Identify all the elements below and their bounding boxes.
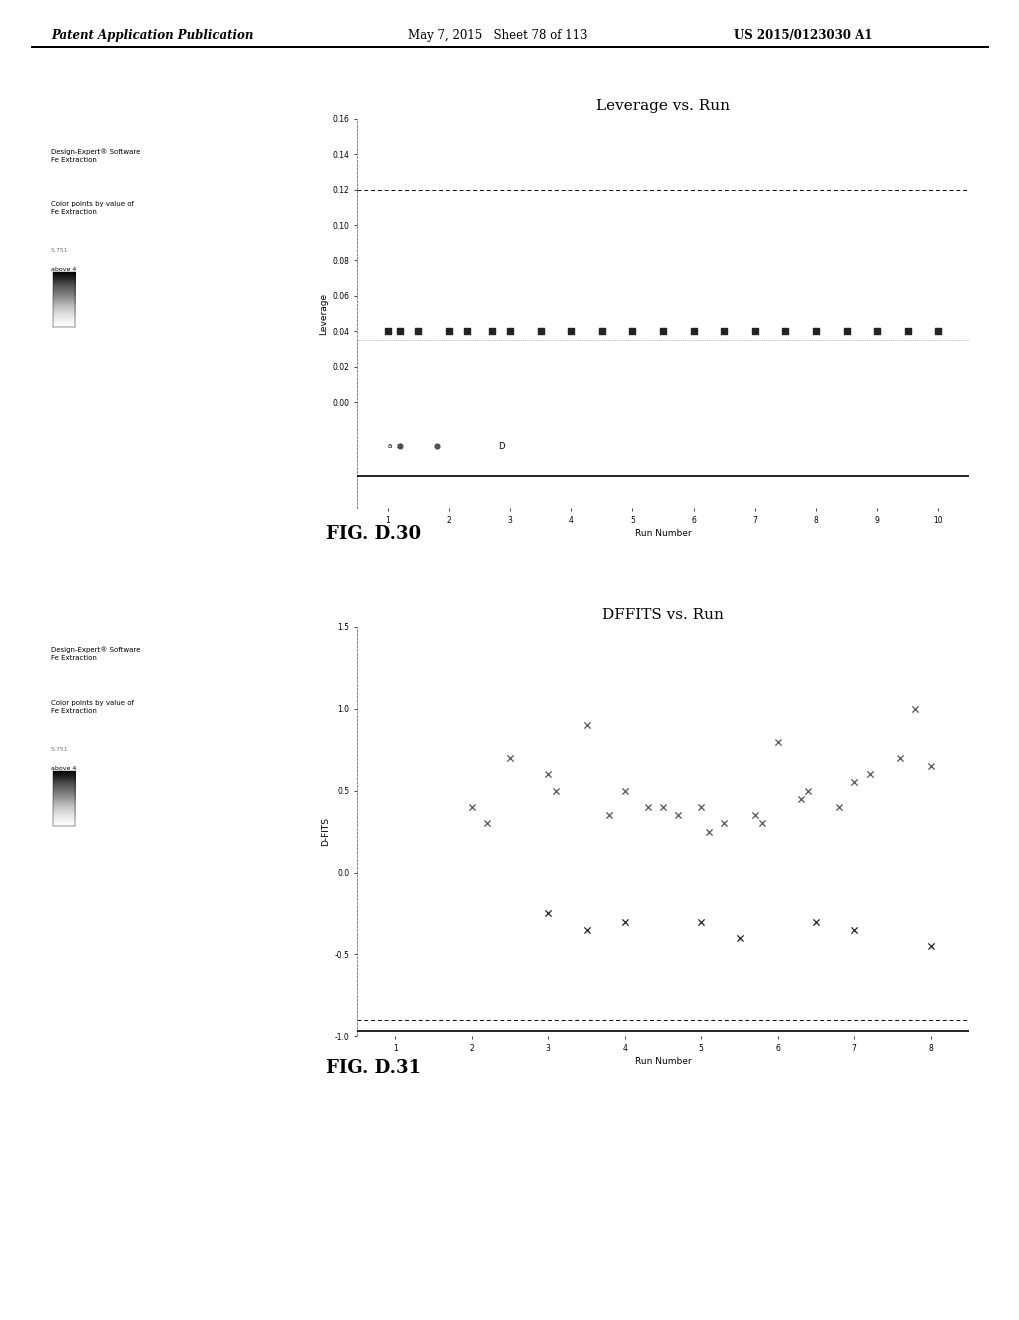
Y-axis label: Leverage: Leverage — [319, 293, 328, 334]
Point — [562, 321, 579, 342]
Point — [769, 731, 786, 752]
Y-axis label: D-FITS: D-FITS — [321, 817, 330, 846]
Point — [907, 698, 923, 719]
Point — [807, 321, 823, 342]
Text: above 4: above 4 — [51, 766, 76, 771]
X-axis label: Run Number: Run Number — [634, 529, 691, 539]
Point — [846, 772, 862, 793]
Point — [479, 813, 495, 834]
Point — [463, 796, 480, 817]
Point — [746, 805, 762, 826]
Point — [685, 321, 701, 342]
Text: May 7, 2015   Sheet 78 of 113: May 7, 2015 Sheet 78 of 113 — [408, 29, 587, 42]
Point — [379, 321, 395, 342]
Point — [440, 321, 457, 342]
Point — [838, 321, 854, 342]
Point — [391, 321, 408, 342]
Point — [428, 436, 444, 457]
Point — [616, 780, 633, 801]
Point — [746, 321, 762, 342]
Point — [929, 321, 946, 342]
Point — [459, 321, 475, 342]
Point — [800, 780, 816, 801]
Text: a  ::: a :: — [387, 444, 400, 449]
Text: 5.751: 5.751 — [51, 747, 68, 752]
Point — [846, 919, 862, 940]
Point — [868, 321, 884, 342]
Point — [829, 796, 846, 817]
Point — [501, 321, 518, 342]
Point — [754, 813, 770, 834]
Point — [540, 903, 556, 924]
Point — [922, 936, 938, 957]
Text: FIG. D.31: FIG. D.31 — [326, 1059, 421, 1077]
Point — [616, 911, 633, 932]
Title: Leverage vs. Run: Leverage vs. Run — [595, 99, 730, 114]
Text: Color points by value of
Fe Extraction: Color points by value of Fe Extraction — [51, 201, 133, 215]
Point — [807, 911, 823, 932]
Point — [654, 321, 671, 342]
Point — [410, 321, 426, 342]
Point — [922, 755, 938, 776]
Point — [731, 928, 747, 949]
Title: DFFITS vs. Run: DFFITS vs. Run — [601, 607, 723, 622]
Point — [700, 821, 716, 842]
Text: Design-Expert® Software
Fe Extraction: Design-Expert® Software Fe Extraction — [51, 148, 141, 162]
Point — [578, 714, 594, 735]
Text: Design-Expert® Software
Fe Extraction: Design-Expert® Software Fe Extraction — [51, 647, 141, 661]
Point — [624, 321, 640, 342]
Text: US 2015/0123030 A1: US 2015/0123030 A1 — [734, 29, 872, 42]
Point — [578, 919, 594, 940]
Point — [669, 805, 686, 826]
Text: Patent Application Publication: Patent Application Publication — [51, 29, 253, 42]
Point — [501, 747, 518, 768]
Point — [776, 321, 793, 342]
Point — [891, 747, 908, 768]
X-axis label: Run Number: Run Number — [634, 1057, 691, 1067]
Point — [540, 764, 556, 785]
Text: 5.751: 5.751 — [51, 248, 68, 253]
Point — [601, 805, 618, 826]
Point — [693, 911, 709, 932]
Text: above 4: above 4 — [51, 267, 76, 272]
Point — [715, 813, 732, 834]
Point — [654, 796, 671, 817]
Point — [391, 436, 408, 457]
Point — [715, 321, 732, 342]
Text: D: D — [497, 442, 503, 450]
Point — [899, 321, 915, 342]
Point — [861, 764, 877, 785]
Text: Color points by value of
Fe Extraction: Color points by value of Fe Extraction — [51, 700, 133, 714]
Point — [532, 321, 548, 342]
Point — [693, 796, 709, 817]
Point — [593, 321, 609, 342]
Point — [483, 321, 499, 342]
Point — [639, 796, 655, 817]
Text: FIG. D.30: FIG. D.30 — [326, 525, 421, 544]
Point — [792, 788, 808, 809]
Point — [547, 780, 564, 801]
